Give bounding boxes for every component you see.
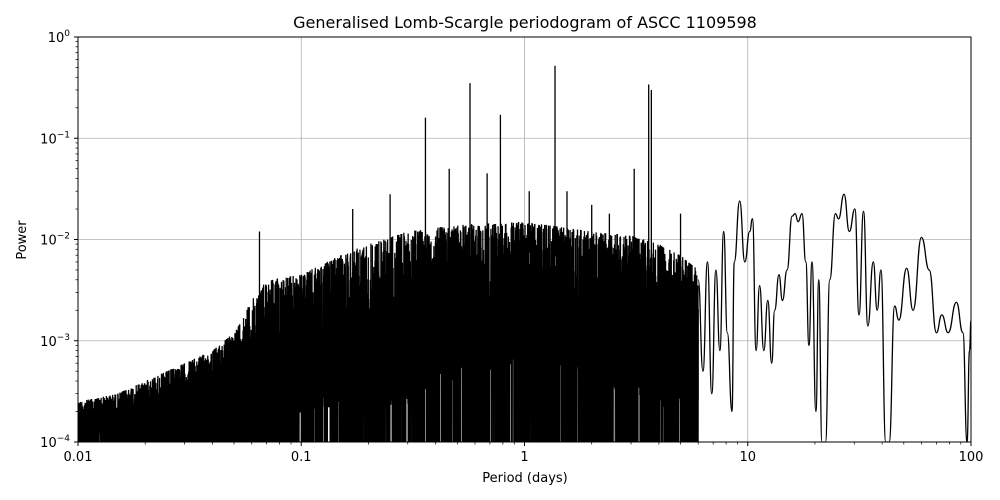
y-axis-label: Power bbox=[15, 220, 30, 260]
y-tick-label: 100 bbox=[48, 29, 71, 46]
x-tick-label: 1 bbox=[520, 450, 528, 465]
y-tick-label: 10−4 bbox=[40, 434, 70, 451]
x-tick-label: 0.1 bbox=[291, 450, 312, 465]
chart-title: Generalised Lomb-Scargle periodogram of … bbox=[293, 13, 757, 32]
y-tick-label: 10−1 bbox=[40, 130, 70, 147]
x-tick-label: 0.01 bbox=[64, 450, 93, 465]
y-axis: 10−4 10−3 10−2 10−1 100 bbox=[40, 29, 78, 451]
x-tick-label: 100 bbox=[959, 450, 984, 465]
x-axis: 0.01 0.1 1 10 100 bbox=[64, 442, 984, 465]
power-series-line bbox=[78, 65, 971, 442]
plot-area bbox=[78, 65, 971, 442]
y-tick-label: 10−3 bbox=[40, 333, 70, 350]
x-tick-label: 10 bbox=[739, 450, 756, 465]
x-axis-label: Period (days) bbox=[482, 471, 568, 486]
y-tick-label: 10−2 bbox=[40, 232, 70, 249]
